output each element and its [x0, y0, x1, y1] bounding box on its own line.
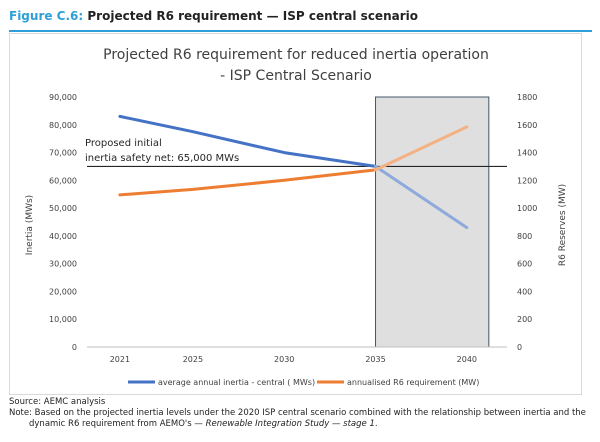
y-right-tick-label: 1200	[517, 176, 537, 185]
x-tick-label: 2030	[274, 355, 294, 364]
y-left-axis-label: Inertia (MWs)	[25, 195, 35, 255]
x-tick-label: 2025	[183, 355, 203, 364]
highlight-region	[375, 96, 490, 348]
y-right-tick-label: 1000	[517, 204, 537, 213]
series-line-projected-0	[374, 164, 469, 230]
y-right-tick-label: 600	[517, 260, 532, 269]
series-line-1	[118, 168, 377, 197]
chart-title-line1: Projected R6 requirement for reduced ine…	[103, 47, 489, 63]
y-left-tick-label: 60,000	[49, 176, 77, 185]
chart-frame: Projected R6 requirement for reduced ine…	[9, 33, 582, 395]
y-right-tick-label: 1600	[517, 121, 537, 130]
y-right-tick-label: 0	[517, 343, 522, 352]
x-tick-label: 2035	[365, 355, 385, 364]
chart: Projected R6 requirement for reduced ine…	[25, 47, 568, 387]
y-left-tick-label: 20,000	[49, 287, 77, 296]
source-text: Source: AEMC analysis	[9, 397, 106, 407]
note-study-title: Renewable Integration Study — stage 1	[205, 419, 375, 429]
figure-heading: Figure C.6: Projected R6 requirement — I…	[9, 6, 592, 32]
y-right-tick-label: 1400	[517, 149, 537, 158]
y-left-tick-label: 0	[72, 343, 77, 352]
y-left-tick-label: 70,000	[49, 149, 77, 158]
y-left-tick-label: 80,000	[49, 121, 77, 130]
y-right-tick-label: 800	[517, 232, 532, 241]
y-left-tick-label: 30,000	[49, 260, 77, 269]
note-line-2: dynamic R6 requirement from AEMO's — Ren…	[29, 419, 378, 429]
x-tick-label: 2021	[110, 355, 130, 364]
y-left-tick-label: 40,000	[49, 232, 77, 241]
legend-label-inertia: average annual inertia - central ( MWs)	[158, 378, 315, 387]
y-right-tick-label: 400	[517, 287, 532, 296]
figure-footer: Source: AEMC analysis Note: Based on the…	[9, 397, 594, 430]
y-left-tick-label: 10,000	[49, 315, 77, 324]
reference-line-label-1: Proposed initial	[85, 138, 162, 149]
reference-line-label-2: inertia safety net: 65,000 MWs	[85, 153, 239, 164]
note-line-1: Note: Based on the projected inertia lev…	[9, 408, 586, 418]
figure-title: Projected R6 requirement — ISP central s…	[87, 9, 418, 23]
series-line-projected-1	[374, 125, 469, 172]
y-left-tick-label: 90,000	[49, 93, 77, 102]
figure-label: Figure C.6:	[9, 9, 84, 23]
y-right-tick-label: 1800	[517, 93, 537, 102]
legend: average annual inertia - central ( MWs) …	[128, 378, 479, 387]
series-line-0	[118, 114, 377, 168]
chart-title-line2: - ISP Central Scenario	[220, 68, 372, 84]
y-right-axis-label: R6 Reserves (MW)	[558, 184, 568, 266]
legend-label-r6: annualised R6 requirement (MW)	[347, 378, 479, 387]
y-right-tick-label: 200	[517, 315, 532, 324]
y-left-tick-label: 50,000	[49, 204, 77, 213]
x-tick-label: 2040	[457, 355, 477, 364]
